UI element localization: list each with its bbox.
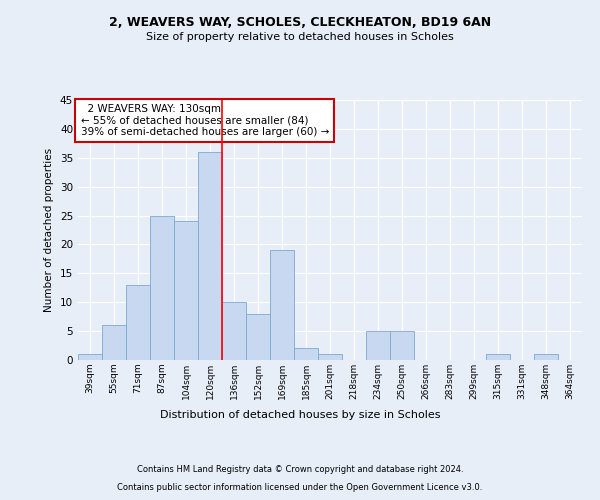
- Text: 2, WEAVERS WAY, SCHOLES, CLECKHEATON, BD19 6AN: 2, WEAVERS WAY, SCHOLES, CLECKHEATON, BD…: [109, 16, 491, 29]
- Text: Size of property relative to detached houses in Scholes: Size of property relative to detached ho…: [146, 32, 454, 42]
- Bar: [102, 326, 126, 360]
- Bar: [150, 216, 174, 360]
- Bar: [246, 314, 270, 360]
- Y-axis label: Number of detached properties: Number of detached properties: [44, 148, 55, 312]
- Text: 2 WEAVERS WAY: 130sqm
← 55% of detached houses are smaller (84)
39% of semi-deta: 2 WEAVERS WAY: 130sqm ← 55% of detached …: [80, 104, 329, 137]
- Bar: [78, 354, 102, 360]
- Bar: [270, 250, 294, 360]
- Bar: [198, 152, 222, 360]
- Bar: [486, 354, 510, 360]
- Bar: [366, 331, 390, 360]
- Bar: [126, 285, 150, 360]
- Bar: [534, 354, 558, 360]
- Text: Distribution of detached houses by size in Scholes: Distribution of detached houses by size …: [160, 410, 440, 420]
- Bar: [390, 331, 414, 360]
- Bar: [222, 302, 246, 360]
- Bar: [318, 354, 342, 360]
- Text: Contains public sector information licensed under the Open Government Licence v3: Contains public sector information licen…: [118, 483, 482, 492]
- Bar: [174, 222, 198, 360]
- Text: Contains HM Land Registry data © Crown copyright and database right 2024.: Contains HM Land Registry data © Crown c…: [137, 466, 463, 474]
- Bar: [294, 348, 318, 360]
